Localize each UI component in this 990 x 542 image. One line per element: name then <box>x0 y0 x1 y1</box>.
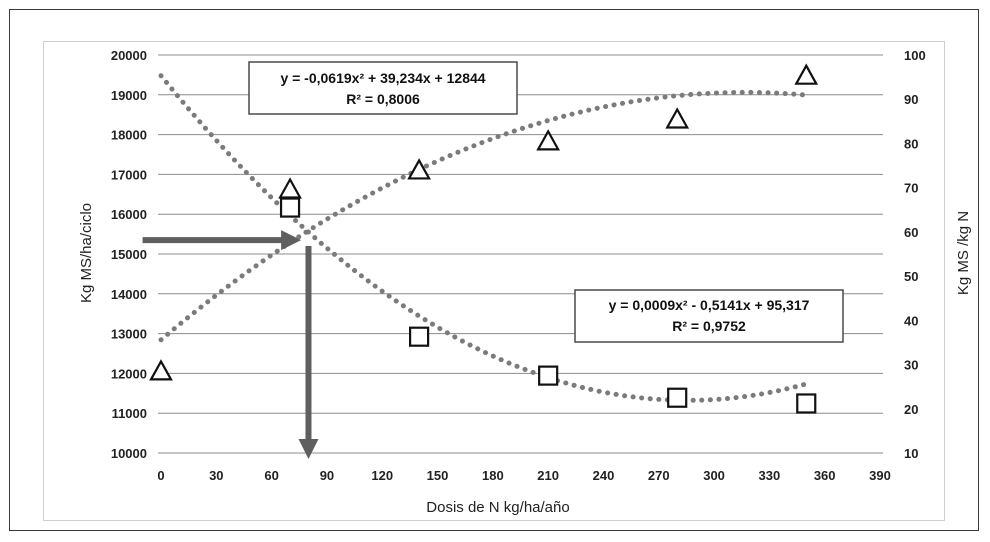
square-point <box>667 387 688 408</box>
trendline-square <box>158 73 809 403</box>
y-axis-right-title: Kg MS /kg N <box>955 211 972 295</box>
trendlines <box>158 73 809 403</box>
trendline-triangle <box>158 89 809 343</box>
triangle-point <box>665 107 690 129</box>
x-tick-label: 60 <box>264 468 278 483</box>
y-left-tick-label: 19000 <box>111 88 147 103</box>
y-right-tick-label: 80 <box>904 136 918 151</box>
r2-triangle: R² = 0,8006 <box>346 91 420 107</box>
x-tick-label: 330 <box>759 468 781 483</box>
square-point <box>409 326 430 347</box>
gridlines <box>158 54 883 454</box>
y-left-tick-label: 11000 <box>112 406 147 421</box>
y-axis-left-title: Kg MS/ha/ciclo <box>78 203 95 303</box>
triangle-point <box>149 359 173 381</box>
x-tick-label: 390 <box>869 468 891 483</box>
data-points <box>149 63 819 414</box>
y-right-tick-label: 90 <box>904 92 918 107</box>
x-tick-label: 180 <box>482 468 504 483</box>
equation-box-triangle: y = -0,0619x² + 39,234x + 12844 R² = 0,8… <box>248 61 518 115</box>
y-right-tick-label: 30 <box>904 358 918 373</box>
y-right-tick-label: 100 <box>904 48 926 63</box>
x-tick-label: 360 <box>814 468 836 483</box>
x-tick-label: 240 <box>593 468 615 483</box>
arrow-vertical-head <box>298 438 319 459</box>
y-left-tick-label: 20000 <box>111 48 147 63</box>
x-tick-label: 120 <box>371 468 393 483</box>
triangle-point <box>794 63 819 85</box>
y-left-tick-label: 14000 <box>111 287 147 302</box>
y-right-tick-label: 20 <box>904 402 918 417</box>
y-right-tick-label: 10 <box>904 446 918 461</box>
equation-box-square: y = 0,0009x² - 0,5141x + 95,317 R² = 0,9… <box>574 289 844 343</box>
x-tick-label: 30 <box>209 468 223 483</box>
square-point <box>796 393 817 414</box>
equation-square: y = 0,0009x² - 0,5141x + 95,317 <box>609 297 810 313</box>
x-tick-label: 270 <box>648 468 670 483</box>
square-point <box>538 365 559 386</box>
x-tick-label: 90 <box>320 468 334 483</box>
y-right-tick-label: 60 <box>904 225 918 240</box>
chart-area-frame <box>43 41 945 521</box>
triangle-point <box>407 158 431 180</box>
y-left-tick-label: 15000 <box>111 247 147 262</box>
arrow-horizontal-head <box>281 230 302 251</box>
triangle-point <box>278 177 302 199</box>
y-left-tick-label: 16000 <box>111 207 147 222</box>
y-left-tick-label: 17000 <box>111 167 147 182</box>
equation-triangle: y = -0,0619x² + 39,234x + 12844 <box>280 70 485 86</box>
y-right-tick-label: 40 <box>904 313 918 328</box>
x-axis-title: Dosis de N kg/ha/año <box>426 499 569 516</box>
y-right-tick-label: 70 <box>904 181 918 196</box>
square-point <box>279 197 301 218</box>
triangle-point <box>536 129 561 151</box>
y-left-tick-label: 18000 <box>111 128 147 143</box>
r2-square: R² = 0,9752 <box>672 318 746 334</box>
arrows <box>142 230 319 459</box>
x-tick-label: 300 <box>703 468 725 483</box>
figure-frame <box>9 9 979 531</box>
y-right-tick-label: 50 <box>904 269 918 284</box>
x-tick-label: 210 <box>537 468 559 483</box>
y-left-tick-label: 12000 <box>111 366 147 381</box>
y-left-tick-label: 10000 <box>111 446 147 461</box>
tick-labels: 10000 11000 12000 13000 14000 15000 16000 17000… <box>111 48 926 483</box>
x-tick-label: 150 <box>427 468 449 483</box>
x-tick-label: 0 <box>157 468 164 483</box>
y-left-tick-label: 13000 <box>111 327 147 342</box>
